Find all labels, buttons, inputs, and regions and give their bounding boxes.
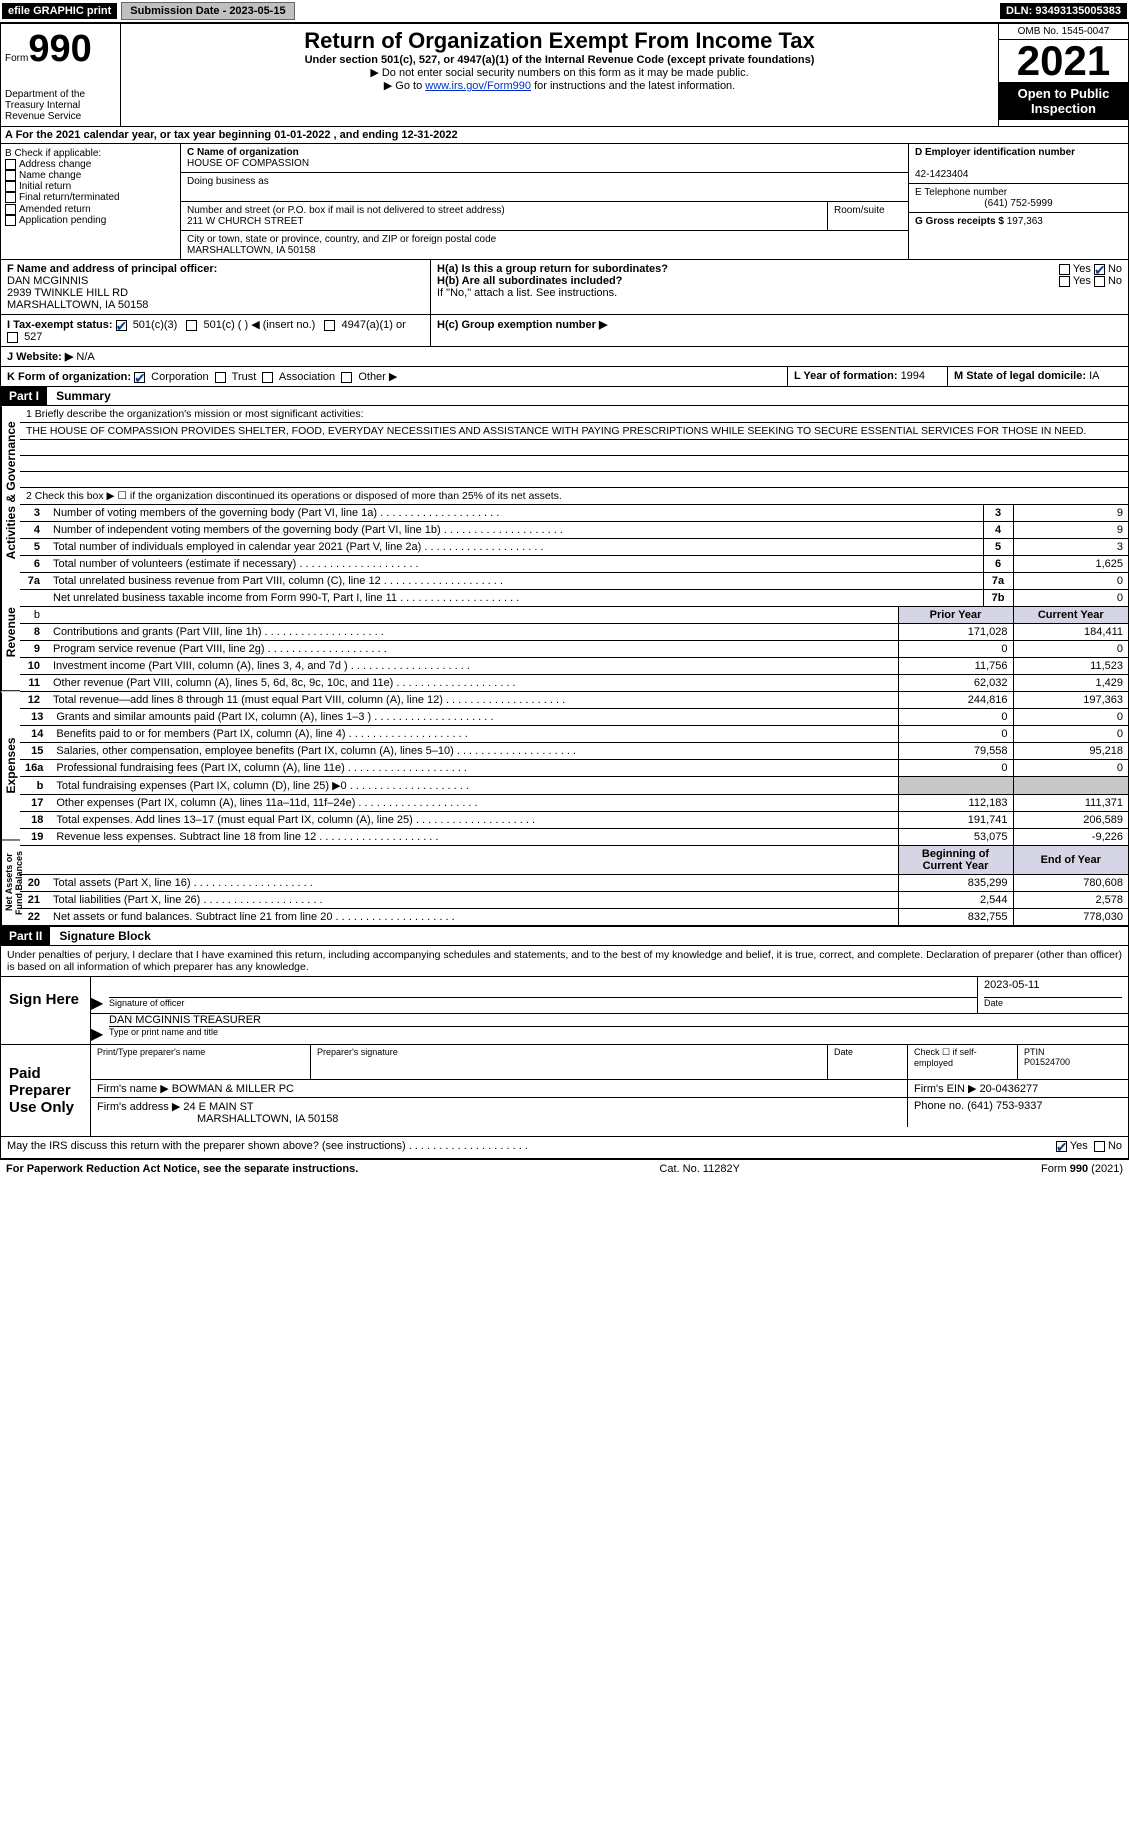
- firm-addr2: MARSHALLTOWN, IA 50158: [197, 1113, 338, 1125]
- firm-addr1: 24 E MAIN ST: [183, 1101, 253, 1113]
- officer-addr2: MARSHALLTOWN, IA 50158: [7, 299, 148, 311]
- sign-here-label: Sign Here: [1, 977, 91, 1044]
- gross-receipts-value: 197,363: [1007, 216, 1043, 227]
- addr-label: Number and street (or P.O. box if mail i…: [187, 205, 505, 216]
- tab-netassets: Net Assets or Fund Balances: [1, 840, 20, 926]
- form-number: Form990: [5, 28, 116, 71]
- paid-preparer-label: Paid Preparer Use Only: [1, 1045, 91, 1136]
- firm-ein: 20-0436277: [980, 1083, 1039, 1095]
- submission-date-button[interactable]: Submission Date - 2023-05-15: [121, 2, 294, 20]
- ptin-value: P01524700: [1024, 1057, 1070, 1067]
- part1-badge: Part I: [1, 387, 47, 405]
- dept-label: Department of the Treasury Internal Reve…: [5, 89, 116, 122]
- phone-value: (641) 752-5999: [915, 198, 1122, 209]
- gross-receipts-label: G Gross receipts $: [915, 216, 1007, 227]
- phone-label: E Telephone number: [915, 187, 1007, 198]
- expense-table: 13Grants and similar amounts paid (Part …: [20, 709, 1128, 846]
- street-address: 211 W CHURCH STREET: [187, 216, 304, 227]
- city-state-zip: MARSHALLTOWN, IA 50158: [187, 245, 316, 256]
- part2-badge: Part II: [1, 927, 50, 945]
- dln-label: DLN: 93493135005383: [1000, 3, 1127, 19]
- name-label: C Name of organization: [187, 147, 299, 158]
- line1-label: 1 Briefly describe the organization's mi…: [20, 406, 1128, 423]
- room-label: Room/suite: [834, 205, 885, 216]
- sign-here-block: Sign Here ▶ Signature of officer 2023-05…: [0, 977, 1129, 1045]
- org-form-row: K Form of organization: Corporation Trus…: [0, 367, 1129, 387]
- officer-h-block: F Name and address of principal officer:…: [0, 260, 1129, 315]
- officer-label: F Name and address of principal officer:: [7, 263, 217, 275]
- discuss-row: May the IRS discuss this return with the…: [0, 1137, 1129, 1159]
- part1-body: Activities & Governance Revenue Expenses…: [0, 406, 1129, 927]
- form-title: Return of Organization Exempt From Incom…: [125, 28, 994, 54]
- section-a: A For the 2021 calendar year, or tax yea…: [0, 127, 1129, 144]
- netassets-table: Beginning of Current YearEnd of Year 20T…: [20, 846, 1128, 926]
- goto-instruction: ▶ Go to www.irs.gov/Form990 for instruct…: [125, 79, 994, 92]
- revenue-table: bPrior YearCurrent Year 8Contributions a…: [20, 607, 1128, 709]
- city-label: City or town, state or province, country…: [187, 234, 496, 245]
- cat-no: Cat. No. 11282Y: [659, 1163, 740, 1175]
- officer-name-title: DAN MCGINNIS TREASURER: [109, 1014, 261, 1026]
- mission-text: THE HOUSE OF COMPASSION PROVIDES SHELTER…: [20, 423, 1128, 440]
- officer-name: DAN MCGINNIS: [7, 275, 88, 287]
- pra-notice: For Paperwork Reduction Act Notice, see …: [6, 1163, 358, 1175]
- website-row: J Website: ▶ N/A: [0, 347, 1129, 367]
- paid-preparer-block: Paid Preparer Use Only Print/Type prepar…: [0, 1045, 1129, 1137]
- dba-label: Doing business as: [187, 176, 269, 187]
- part2-header-row: Part II Signature Block: [0, 927, 1129, 946]
- tax-status-row: I Tax-exempt status: 501(c)(3) 501(c) ( …: [0, 315, 1129, 347]
- form-subtitle: Under section 501(c), 527, or 4947(a)(1)…: [125, 54, 994, 66]
- tab-revenue: Revenue: [1, 574, 20, 691]
- firm-name: BOWMAN & MILLER PC: [172, 1083, 294, 1095]
- ein-value: 42-1423404: [915, 169, 968, 180]
- sig-date: 2023-05-11: [984, 979, 1039, 991]
- line2-text: 2 Check this box ▶ ☐ if the organization…: [20, 488, 1128, 505]
- officer-addr1: 2939 TWINKLE HILL RD: [7, 287, 128, 299]
- governance-table: 3Number of voting members of the governi…: [20, 505, 1128, 607]
- form-header: Form990 Department of the Treasury Inter…: [0, 23, 1129, 127]
- irs-link[interactable]: www.irs.gov/Form990: [425, 80, 531, 92]
- section-b: B Check if applicable: Address change Na…: [1, 144, 181, 259]
- page-footer: For Paperwork Reduction Act Notice, see …: [0, 1159, 1129, 1178]
- firm-phone: (641) 753-9337: [967, 1100, 1042, 1112]
- part1-header-row: Part I Summary: [0, 387, 1129, 406]
- top-bar: efile GRAPHIC print Submission Date - 20…: [0, 0, 1129, 23]
- tax-year: 2021: [999, 40, 1128, 82]
- open-to-public: Open to Public Inspection: [999, 82, 1128, 120]
- tab-expenses: Expenses: [1, 692, 20, 840]
- form-footer: Form 990 (2021): [1041, 1163, 1123, 1175]
- efile-label: efile GRAPHIC print: [2, 3, 117, 19]
- org-name: HOUSE OF COMPASSION: [187, 158, 309, 169]
- ssn-warning: ▶ Do not enter social security numbers o…: [125, 66, 994, 79]
- identity-block: B Check if applicable: Address change Na…: [0, 144, 1129, 260]
- ein-label: D Employer identification number: [915, 147, 1075, 158]
- part2-title: Signature Block: [53, 926, 156, 946]
- part1-title: Summary: [50, 386, 117, 406]
- tab-activities: Activities & Governance: [1, 406, 20, 574]
- penalty-text: Under penalties of perjury, I declare th…: [0, 946, 1129, 977]
